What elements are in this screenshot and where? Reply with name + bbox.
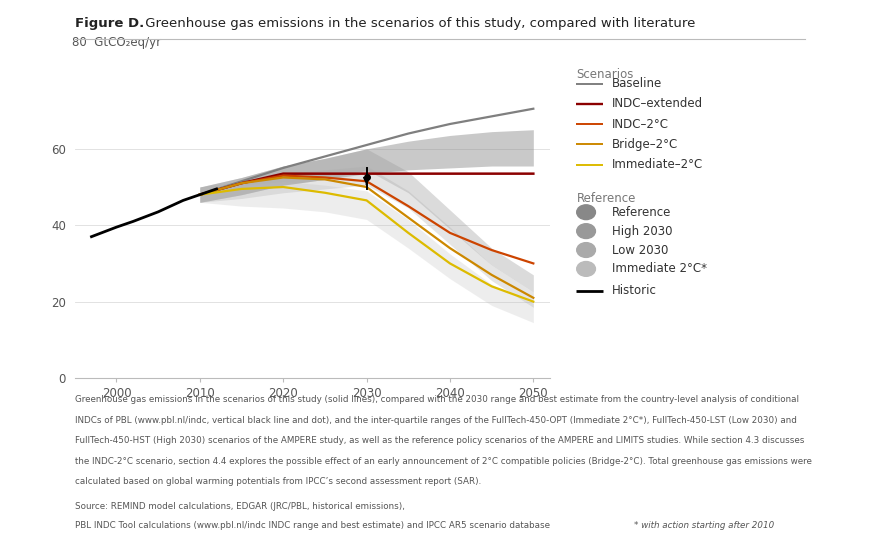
Text: INDC–2°C: INDC–2°C — [612, 118, 669, 131]
Text: Source: REMIND model calculations, EDGAR (JRC/PBL, historical emissions),: Source: REMIND model calculations, EDGAR… — [75, 502, 405, 511]
Text: Scenarios: Scenarios — [576, 68, 634, 80]
Circle shape — [576, 205, 596, 220]
Text: Immediate 2°C*: Immediate 2°C* — [612, 262, 707, 275]
Text: Low 2030: Low 2030 — [612, 244, 668, 256]
Text: Greenhouse gas emissions in the scenarios of this study, compared with literatur: Greenhouse gas emissions in the scenario… — [141, 17, 695, 30]
Text: Figure D.: Figure D. — [75, 17, 144, 30]
Text: Immediate–2°C: Immediate–2°C — [612, 158, 703, 171]
Text: the INDC-2°C scenario, section 4.4 explores the possible effect of an early anno: the INDC-2°C scenario, section 4.4 explo… — [75, 457, 811, 466]
Text: Baseline: Baseline — [612, 77, 662, 90]
Text: Bridge–2°C: Bridge–2°C — [612, 138, 678, 151]
Text: INDC–extended: INDC–extended — [612, 97, 703, 110]
Circle shape — [576, 242, 596, 258]
Text: High 2030: High 2030 — [612, 225, 672, 238]
Circle shape — [576, 261, 596, 276]
Text: PBL INDC Tool calculations (www.pbl.nl/indc INDC range and best estimate) and IP: PBL INDC Tool calculations (www.pbl.nl/i… — [75, 521, 550, 530]
Circle shape — [576, 224, 596, 239]
Text: Reference: Reference — [576, 192, 635, 205]
Text: Greenhouse gas emissions in the scenarios of this study (solid lines), compared : Greenhouse gas emissions in the scenario… — [75, 395, 799, 404]
Text: * with action starting after 2010: * with action starting after 2010 — [634, 521, 774, 530]
Text: 80  GtCO₂eq/yr: 80 GtCO₂eq/yr — [72, 36, 162, 49]
Text: calculated based on global warming potentials from IPCC’s second assessment repo: calculated based on global warming poten… — [75, 477, 481, 487]
Text: Reference: Reference — [612, 206, 671, 219]
Text: Historic: Historic — [612, 284, 656, 297]
Text: INDCs of PBL (www.pbl.nl/indc, vertical black line and dot), and the inter-quart: INDCs of PBL (www.pbl.nl/indc, vertical … — [75, 416, 796, 425]
Text: FullTech-450-HST (High 2030) scenarios of the AMPERE study, as well as the refer: FullTech-450-HST (High 2030) scenarios o… — [75, 436, 804, 446]
